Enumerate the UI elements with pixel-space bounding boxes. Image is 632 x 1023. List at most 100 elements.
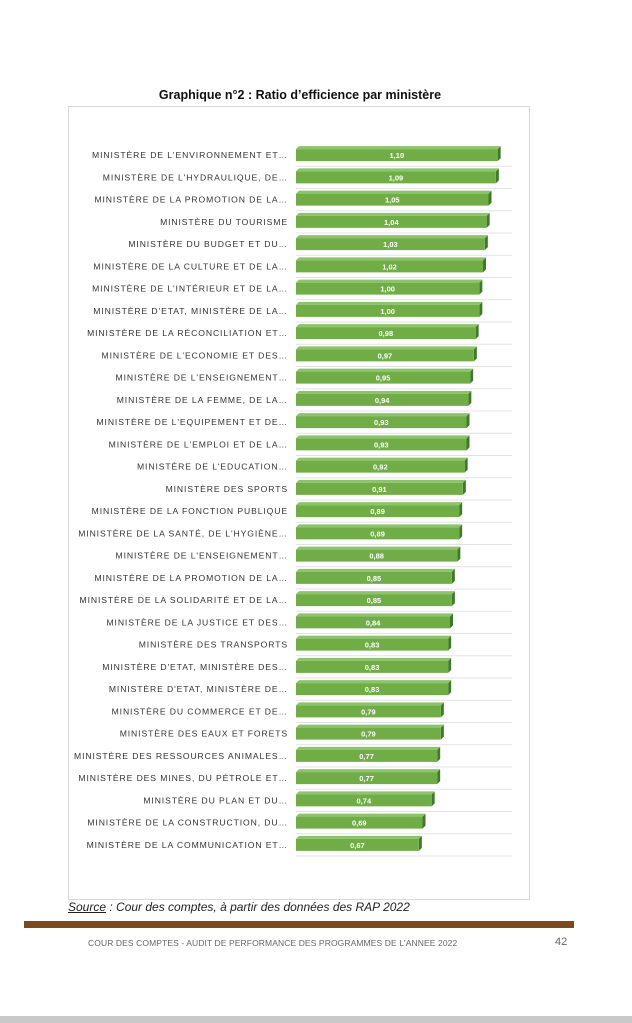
bar-side xyxy=(440,702,444,718)
data-label: 0,83 xyxy=(365,685,380,694)
category-label: MINISTÈRE D'ETAT, MINISTÈRE DES… xyxy=(102,662,288,672)
bar-side xyxy=(448,657,452,673)
bar xyxy=(296,215,487,228)
bar-side xyxy=(448,680,452,696)
bar-side xyxy=(495,168,499,184)
bar-side xyxy=(422,813,426,829)
bar-side xyxy=(479,279,483,295)
bar-side xyxy=(479,301,483,317)
category-label: MINISTÈRE DE LA PROMOTION DE LA… xyxy=(94,573,288,583)
bar xyxy=(296,238,485,251)
bar xyxy=(296,660,449,673)
bar xyxy=(296,772,438,785)
source-text: : Cour des comptes, à partir des données… xyxy=(106,900,410,914)
page-number: 42 xyxy=(555,936,568,948)
bar-side xyxy=(437,769,441,785)
bar-top xyxy=(296,324,479,328)
footer-rule xyxy=(24,921,574,928)
data-label: 1,02 xyxy=(382,262,397,271)
bar xyxy=(296,282,480,295)
bar xyxy=(296,727,441,740)
bar-side xyxy=(497,146,501,162)
bar-top xyxy=(296,435,470,439)
data-label: 0,89 xyxy=(370,529,385,538)
bar-top xyxy=(296,279,483,283)
bar-side xyxy=(470,368,474,384)
source-label: Source xyxy=(68,900,107,914)
bar-top xyxy=(296,613,453,617)
bar xyxy=(296,438,467,451)
bar-top xyxy=(296,724,444,728)
data-label: 0,94 xyxy=(375,396,390,405)
data-label: 0,83 xyxy=(365,641,380,650)
category-label: MINISTÈRE DE L'ENVIRONNEMENT ET… xyxy=(92,150,288,160)
category-label: MINISTÈRE DE L'EDUCATION… xyxy=(137,462,288,472)
bar-top xyxy=(296,190,492,194)
bar xyxy=(296,193,489,206)
data-label: 1,00 xyxy=(380,285,395,294)
data-label: 0,84 xyxy=(366,618,381,627)
bar xyxy=(296,371,471,384)
category-label: MINISTÈRE DES RESSOURCES ANIMALES… xyxy=(74,751,288,761)
category-label: MINISTÈRE DE LA COMMUNICATION ET… xyxy=(87,840,288,850)
bar xyxy=(296,349,474,362)
category-label: MINISTÈRE DE L'HYDRAULIQUE, DE… xyxy=(103,172,288,182)
data-label: 0,77 xyxy=(359,752,374,761)
bar-side xyxy=(459,502,463,518)
bar-side xyxy=(473,346,477,362)
bar-side xyxy=(418,835,422,851)
category-label: MINISTÈRE DES TRANSPORTS xyxy=(139,640,288,650)
bar xyxy=(296,327,476,340)
bar-top xyxy=(296,791,435,795)
bar-top xyxy=(296,502,463,506)
bar-side xyxy=(459,524,463,540)
bar xyxy=(296,705,441,718)
bar-top xyxy=(296,168,499,172)
bar-top xyxy=(296,524,463,528)
bar xyxy=(296,505,460,518)
category-label: MINISTÈRE DU BUDGET ET DU… xyxy=(128,239,288,249)
bar-top xyxy=(296,635,452,639)
bar xyxy=(296,816,423,829)
bar-side xyxy=(462,479,466,495)
bar xyxy=(296,683,449,696)
category-label: MINISTÈRE DES SPORTS xyxy=(166,484,288,494)
bar-top xyxy=(296,301,483,305)
data-label: 1,00 xyxy=(380,307,395,316)
category-label: MINISTÈRE DE LA RÉCONCILIATION ET… xyxy=(87,328,288,338)
data-label: 1,03 xyxy=(383,240,398,249)
bar xyxy=(296,460,465,473)
bar xyxy=(296,482,463,495)
category-label: MINISTÈRE DU PLAN ET DU… xyxy=(143,795,288,805)
category-label: MINISTÈRE DE L'ENSEIGNEMENT… xyxy=(116,373,288,383)
category-label: MINISTÈRE DU COMMERCE ET DE… xyxy=(112,706,288,716)
bar xyxy=(296,838,419,851)
bar xyxy=(296,794,432,807)
footer-text: COUR DES COMPTES - AUDIT DE PERFORMANCE … xyxy=(88,938,458,948)
bar-top xyxy=(296,235,488,239)
data-label: 0,93 xyxy=(374,418,389,427)
category-label: MINISTÈRE DE L'ENSEIGNEMENT… xyxy=(116,551,288,561)
bar-side xyxy=(450,613,453,629)
bar-top xyxy=(296,746,441,750)
category-label: MINISTÈRE DE LA CONSTRUCTION, DU… xyxy=(87,818,288,828)
bar-side xyxy=(451,591,455,607)
data-label: 1,09 xyxy=(389,173,404,182)
category-label: MINISTÈRE DES EAUX ET FORETS xyxy=(120,729,288,739)
data-label: 0,85 xyxy=(367,574,382,583)
bar-side xyxy=(486,212,490,228)
source-note: Source : Cour des comptes, à partir des … xyxy=(68,900,410,914)
data-label: 1,10 xyxy=(390,151,405,160)
data-label: 0,98 xyxy=(379,329,394,338)
bar-side xyxy=(488,190,492,206)
category-label: MINISTÈRE DE LA FONCTION PUBLIQUE xyxy=(92,506,288,516)
data-label: 0,89 xyxy=(370,507,385,516)
category-label: MINISTÈRE DE L'INTÉRIEUR ET DE LA… xyxy=(92,284,288,294)
bar xyxy=(296,571,452,584)
category-label: MINISTÈRE DU TOURISME xyxy=(160,217,288,227)
bar-top xyxy=(296,346,477,350)
bar xyxy=(296,171,496,184)
category-label: MINISTÈRE DE LA SOLIDARITÉ ET DE LA… xyxy=(80,595,288,605)
category-label: MINISTÈRE DE L'EMPLOI ET DE LA… xyxy=(109,439,288,449)
